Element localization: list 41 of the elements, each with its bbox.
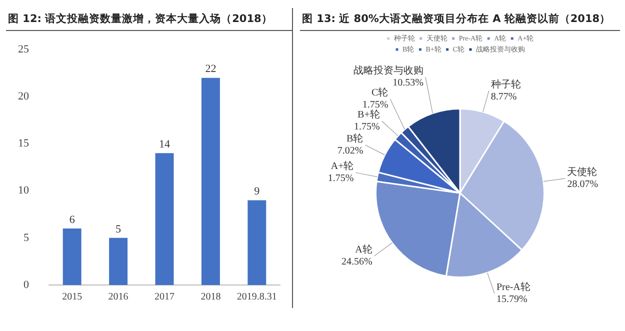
slice-label: Pre-A轮 (496, 281, 530, 294)
slice-label: 战略投资与收购 (353, 64, 424, 77)
x-tick-label: 2017 (154, 292, 174, 303)
data-label: 15.79% (496, 294, 528, 306)
x-tick-label: 2015 (62, 292, 82, 303)
data-label: 9 (254, 186, 260, 198)
slice-label: A轮 (355, 244, 372, 256)
slice-label: A+轮 (330, 160, 354, 172)
data-label: 22 (205, 63, 216, 76)
data-label: 10.53% (392, 78, 424, 89)
data-label: 1.75% (354, 122, 380, 133)
data-label: 8.77% (490, 91, 517, 102)
y-tick-label: 0 (24, 278, 30, 291)
chart-title: 图 12: 语文投融资数量激增，资本大量入场（2018） (6, 8, 292, 31)
data-label: 24.56% (342, 256, 372, 268)
y-tick-label: 25 (18, 43, 30, 56)
slice-label: C轮 (372, 86, 388, 99)
slice-label: B+轮 (358, 108, 380, 121)
chart-title: 图 13: 近 80%大语文融资项目分布在 A 轮融资以前（2018） (300, 8, 620, 31)
data-label: 7.02% (337, 146, 364, 157)
y-tick-label: 15 (18, 138, 30, 150)
bar (155, 153, 174, 285)
x-tick-label: 2019.8.31 (236, 292, 277, 303)
data-label: 6 (69, 214, 76, 226)
y-tick-label: 20 (18, 90, 30, 103)
y-tick-label: 10 (18, 184, 30, 197)
data-label: 1.75% (362, 100, 388, 111)
slice-label: B轮 (346, 132, 364, 145)
bar (201, 78, 220, 285)
slice-label: 天使轮 (567, 166, 598, 178)
data-label: 28.07% (567, 179, 598, 190)
x-tick-label: 2018 (200, 292, 221, 303)
bar (109, 238, 128, 285)
data-label: 5 (116, 223, 122, 236)
slice-label: 种子轮 (490, 78, 521, 90)
data-label: 14 (159, 138, 170, 151)
x-tick-label: 2016 (108, 292, 128, 303)
data-label: 1.75% (328, 173, 354, 184)
bar (62, 228, 82, 285)
y-tick-label: 5 (24, 232, 30, 244)
bar (248, 200, 266, 285)
